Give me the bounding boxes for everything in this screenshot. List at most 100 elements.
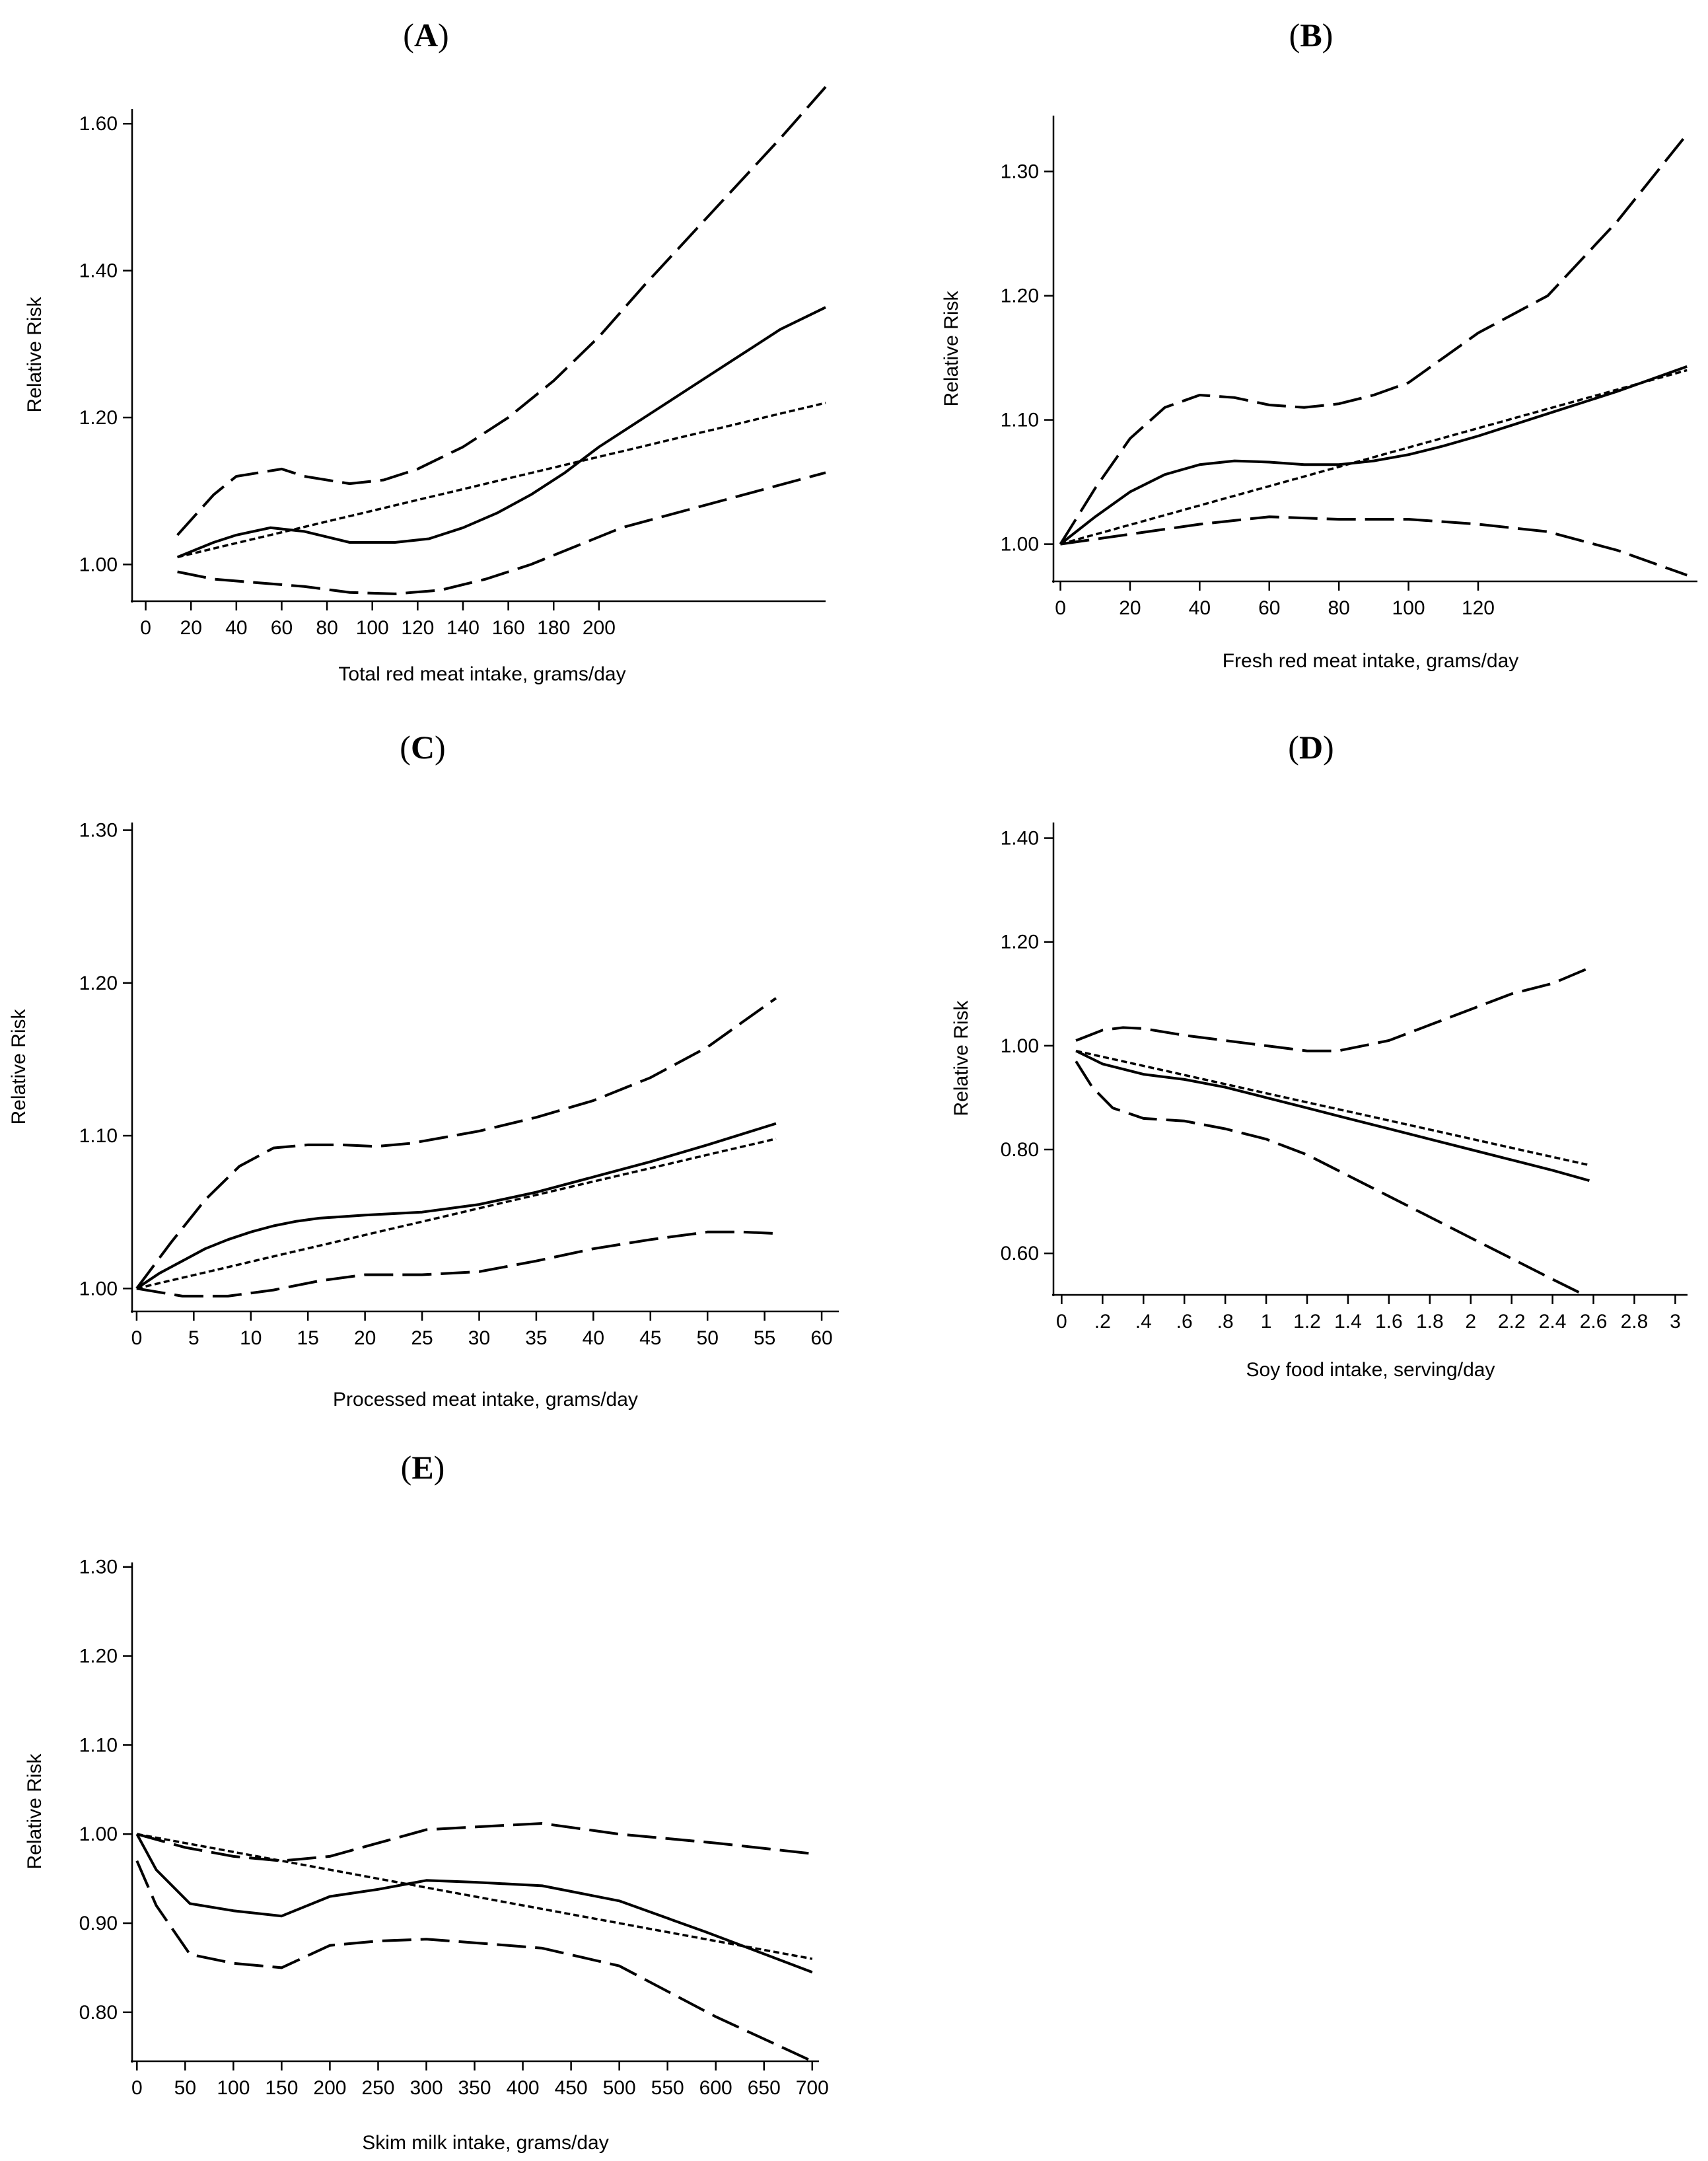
x-tick-label-a: 40 <box>225 617 247 639</box>
x-tick-label-e: 650 <box>748 2077 781 2099</box>
upper-ci-line-c <box>135 997 777 1290</box>
y-tick-label-d: 0.80 <box>1001 1139 1039 1161</box>
x-tick-label-a: 160 <box>492 617 525 639</box>
spline-line-c <box>135 1122 777 1290</box>
y-tick-label-e: 0.90 <box>79 1913 118 1934</box>
y-tick-label-c: 1.00 <box>79 1278 118 1300</box>
x-tick-label-b: 40 <box>1189 597 1211 619</box>
y-tick-label-b: 1.30 <box>1001 161 1039 183</box>
x-tick-label-b: 80 <box>1328 597 1349 619</box>
x-tick-label-d: 1.2 <box>1293 1311 1321 1333</box>
x-tick-label-e: 500 <box>603 2077 636 2099</box>
linear-trend-line-e <box>136 1833 813 1960</box>
x-tick-label-c: 25 <box>411 1327 433 1349</box>
x-tick-label-a: 120 <box>401 617 434 639</box>
x-tick-label-d: 1 <box>1261 1311 1272 1333</box>
x-tick-label-d: .2 <box>1094 1311 1111 1333</box>
linear-trend-line-a <box>177 402 826 559</box>
y-tick-label-e: 1.00 <box>79 1823 118 1845</box>
x-tick-label-c: 50 <box>697 1327 719 1349</box>
lower-ci-line-d <box>1075 1060 1588 1295</box>
x-tick-label-e: 300 <box>409 2077 443 2099</box>
linear-trend-line-d <box>1075 1049 1590 1167</box>
x-axis-title-e: Skim milk intake, grams/day <box>362 2132 608 2154</box>
y-axis-title-b: Relative Risk <box>941 290 962 406</box>
x-tick-label-b: 100 <box>1392 597 1425 619</box>
y-axis-title-d: Relative Risk <box>950 1000 972 1116</box>
spline-line-a <box>176 306 826 559</box>
x-tick-label-b: 120 <box>1462 597 1495 619</box>
y-tick-label-d: 1.40 <box>1001 828 1039 850</box>
y-tick-label-a: 1.40 <box>79 260 118 282</box>
x-tick-label-e: 150 <box>265 2077 298 2099</box>
y-tick-label-a: 1.20 <box>79 407 118 429</box>
x-tick-label-e: 0 <box>131 2077 143 2099</box>
y-tick-label-e: 1.30 <box>79 1557 118 1578</box>
x-axis-title-c: Processed meat intake, grams/day <box>333 1389 638 1410</box>
x-tick-label-d: .6 <box>1176 1311 1193 1333</box>
x-tick-label-c: 30 <box>468 1327 490 1349</box>
panel-a: (A) 0 20 40 60 80 100 120 140 160 180 200 1.00 1.20 1.… <box>24 17 827 685</box>
x-tick-label-a: 200 <box>583 617 616 639</box>
y-tick-label-a: 1.00 <box>79 554 118 575</box>
panel-d: (D) 0 .2 .4 .6 .8 1 1.2 1.4 1.6 1.8 2 2.2 2.4 2.6 2.8 3 0… <box>950 729 1688 1381</box>
y-tick-label-e: 1.20 <box>79 1646 118 1667</box>
x-axis-title-b: Fresh red meat intake, grams/day <box>1223 650 1519 672</box>
y-tick-label-b: 1.00 <box>1001 534 1039 556</box>
panel-letter-e: (E) <box>401 1449 445 1486</box>
upper-ci-line-d <box>1075 967 1590 1052</box>
y-tick-label-d: 0.60 <box>1001 1243 1039 1264</box>
lower-ci-line-c <box>136 1230 776 1298</box>
y-tick-label-c: 1.20 <box>79 972 118 994</box>
upper-ci-line-b <box>1059 133 1688 545</box>
panel-e: (E) 0 50 100 150 200 250 300 350 400 450 500 550 600 6… <box>24 1449 829 2154</box>
x-tick-label-e: 50 <box>174 2077 196 2099</box>
lower-ci-line-a <box>177 471 826 595</box>
x-tick-label-a: 20 <box>180 617 202 639</box>
x-tick-label-d: 2.6 <box>1580 1311 1608 1333</box>
spline-line-d <box>1075 1049 1590 1183</box>
x-tick-label-c: 40 <box>583 1327 604 1349</box>
x-tick-label-c: 55 <box>754 1327 775 1349</box>
x-tick-label-e: 600 <box>699 2077 732 2099</box>
y-tick-label-c: 1.10 <box>79 1125 118 1147</box>
x-tick-label-d: 1.6 <box>1375 1311 1403 1333</box>
y-tick-label-b: 1.20 <box>1001 285 1039 307</box>
x-tick-label-d: 2.2 <box>1498 1311 1526 1333</box>
linear-trend-line-c <box>136 1137 777 1290</box>
y-tick-label-a: 1.60 <box>79 113 118 135</box>
x-tick-label-e: 100 <box>217 2077 250 2099</box>
x-tick-label-d: .4 <box>1135 1311 1152 1333</box>
x-tick-label-a: 60 <box>271 617 293 639</box>
x-tick-label-d: 1.4 <box>1334 1311 1362 1333</box>
x-tick-label-b: 60 <box>1258 597 1280 619</box>
x-tick-label-e: 550 <box>651 2077 684 2099</box>
x-tick-label-b: 0 <box>1055 597 1066 619</box>
spline-line-b <box>1059 365 1688 546</box>
panel-letter-d: (D) <box>1288 729 1334 766</box>
x-tick-label-a: 80 <box>316 617 338 639</box>
y-tick-label-e: 0.80 <box>79 2002 118 2024</box>
x-tick-label-d: 2 <box>1465 1311 1476 1333</box>
upper-ci-line-e <box>136 1821 813 1862</box>
x-axis-title-a: Total red meat intake, grams/day <box>338 663 625 685</box>
y-tick-label-d: 1.00 <box>1001 1035 1039 1057</box>
x-tick-label-a: 140 <box>446 617 480 639</box>
panel-letter-c: (C) <box>400 729 445 766</box>
x-tick-label-a: 180 <box>537 617 570 639</box>
lower-ci-line-e <box>135 1860 813 2061</box>
y-axis-title-a: Relative Risk <box>24 296 46 412</box>
x-tick-label-c: 60 <box>810 1327 832 1349</box>
linear-trend-line-b <box>1060 369 1688 546</box>
x-tick-label-e: 450 <box>555 2077 588 2099</box>
lower-ci-line-b <box>1060 515 1688 577</box>
x-tick-label-a: 0 <box>140 617 151 639</box>
x-tick-label-d: 2.4 <box>1539 1311 1567 1333</box>
x-tick-label-d: 3 <box>1670 1311 1681 1333</box>
x-tick-label-c: 0 <box>131 1327 143 1349</box>
panel-b: (B) 0 20 40 60 80 100 120 1.00 1.10 1.20 1.30 Fresh … <box>941 17 1697 672</box>
x-tick-label-e: 400 <box>507 2077 540 2099</box>
panel-letter-a: (A) <box>403 17 448 54</box>
panel-letter-b: (B) <box>1289 17 1334 54</box>
